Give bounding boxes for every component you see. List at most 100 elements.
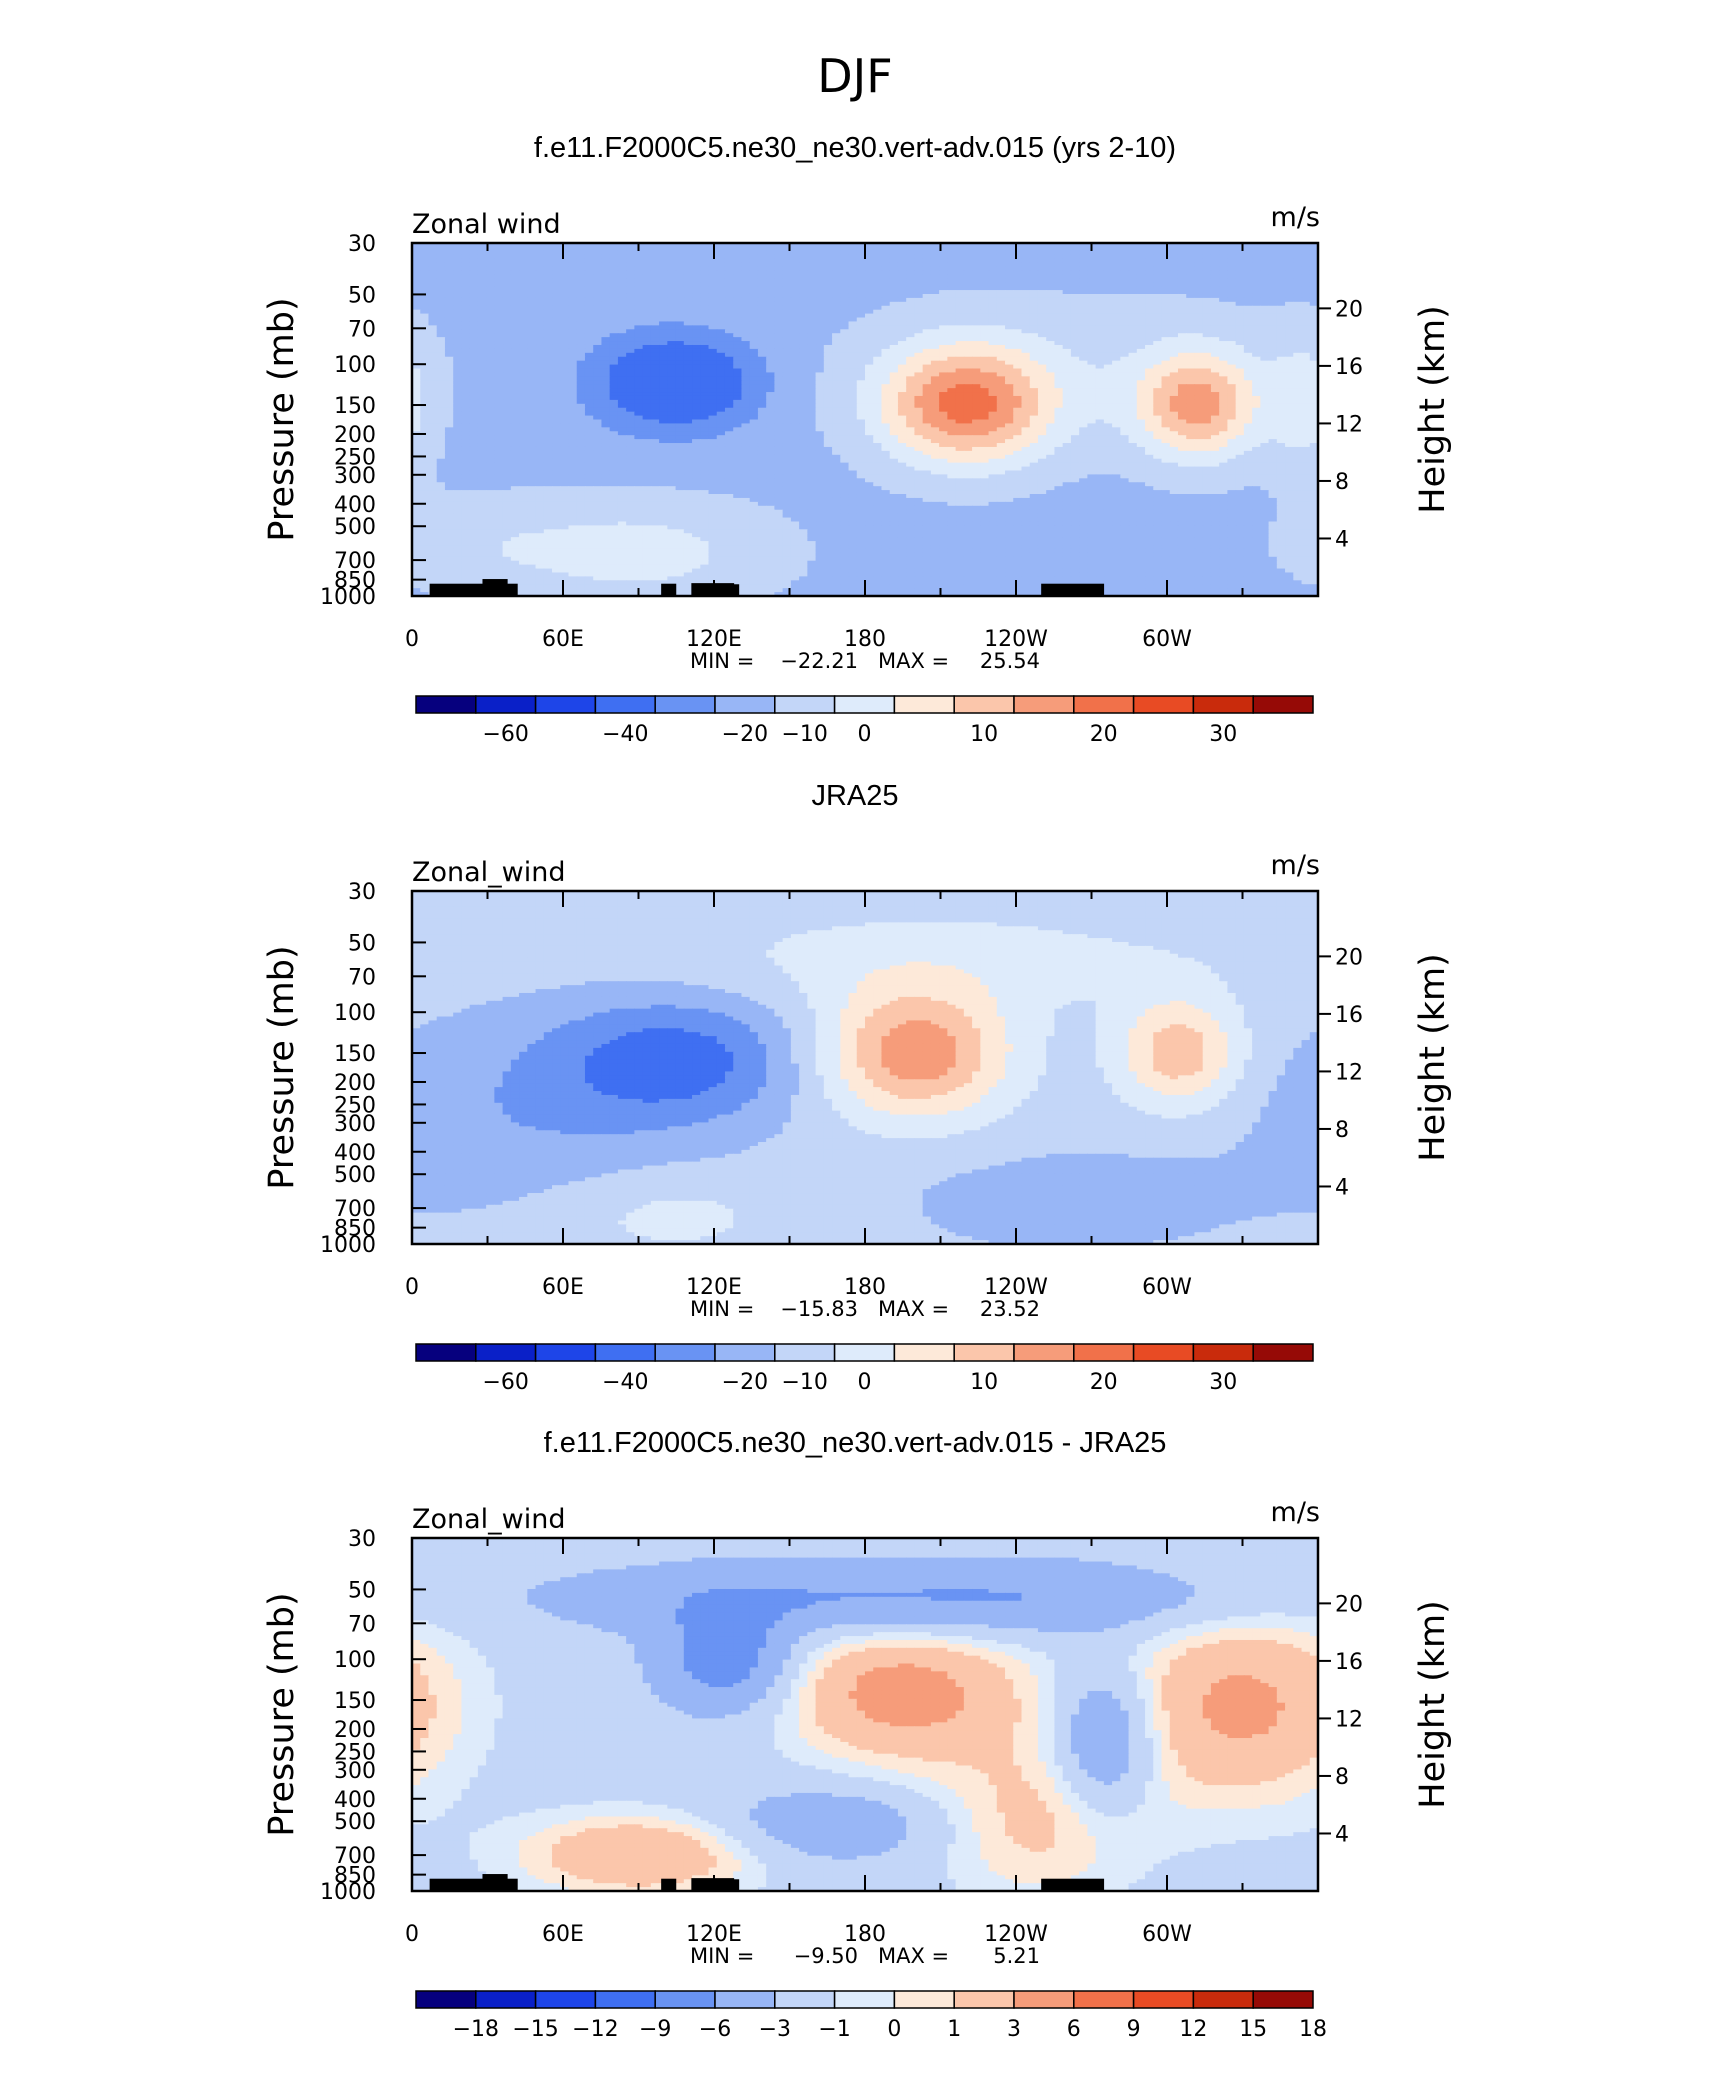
contour-cell — [1112, 270, 1121, 275]
contour-cell — [1235, 246, 1245, 252]
contour-cell — [799, 337, 808, 342]
contour-cell — [947, 368, 957, 374]
contour-cell — [692, 329, 701, 334]
contour-cell — [700, 403, 710, 409]
contour-cell — [914, 293, 924, 299]
contour-cell — [568, 270, 578, 275]
contour-cell — [1136, 333, 1146, 338]
contour-cell — [494, 388, 504, 393]
contour-cell — [1112, 297, 1121, 303]
contour-cell — [1013, 266, 1023, 272]
contour-cell — [889, 274, 899, 279]
contour-cell — [1169, 301, 1179, 307]
contour-cell — [1186, 337, 1196, 342]
contour-cell — [486, 329, 495, 334]
contour-cell — [634, 399, 644, 405]
contour-cell — [601, 290, 611, 295]
contour-cell — [1169, 360, 1179, 366]
contour-cell — [1037, 325, 1047, 330]
contour-cell — [980, 317, 990, 323]
contour-cell — [527, 266, 537, 272]
contour-cell — [799, 246, 808, 252]
contour-cell — [1252, 278, 1261, 283]
contour-cell — [1235, 344, 1245, 350]
contour-cell — [568, 364, 578, 370]
contour-cell — [799, 325, 808, 330]
contour-cell — [1161, 301, 1171, 307]
contour-cell — [428, 407, 438, 413]
contour-cell — [444, 317, 454, 323]
contour-cell — [593, 243, 603, 248]
contour-cell — [757, 250, 767, 256]
contour-cell — [420, 305, 430, 311]
contour-cell — [1112, 403, 1121, 409]
contour-cell — [486, 372, 495, 377]
contour-cell — [502, 325, 512, 330]
contour-cell — [1309, 282, 1319, 287]
contour-cell — [848, 384, 858, 389]
contour-cell — [1309, 246, 1319, 252]
contour-cell — [1021, 372, 1031, 377]
contour-cell — [724, 348, 734, 354]
contour-cell — [436, 399, 446, 405]
contour-cell — [683, 372, 693, 377]
contour-cell — [1260, 293, 1270, 299]
contour-cell — [527, 286, 537, 291]
contour-cell — [865, 415, 874, 421]
contour-cell — [790, 403, 800, 409]
contour-cell — [1243, 415, 1253, 421]
contour-cell — [552, 266, 561, 272]
contour-cell — [1293, 286, 1303, 291]
contour-cell — [782, 293, 792, 299]
contour-cell — [1210, 356, 1220, 362]
contour-cell — [1202, 372, 1212, 377]
contour-cell — [527, 348, 537, 354]
contour-cell — [584, 344, 594, 350]
contour-cell — [914, 297, 924, 303]
contour-cell — [1227, 274, 1237, 279]
contour-cell — [692, 419, 701, 425]
contour-cell — [527, 243, 537, 248]
contour-cell — [412, 360, 421, 366]
contour-cell — [1219, 317, 1228, 323]
contour-cell — [1260, 325, 1270, 330]
contour-cell — [774, 301, 784, 307]
contour-cell — [634, 411, 644, 417]
contour-cell — [502, 286, 512, 291]
contour-cell — [1243, 305, 1253, 311]
contour-cell — [444, 403, 454, 409]
contour-cell — [1276, 411, 1286, 417]
contour-cell — [560, 341, 570, 346]
contour-cell — [1169, 282, 1179, 287]
contour-cell — [782, 321, 792, 326]
contour-cell — [1276, 282, 1286, 287]
contour-cell — [527, 372, 537, 377]
contour-cell — [865, 356, 874, 362]
contour-cell — [1029, 341, 1039, 346]
contour-cell — [848, 364, 858, 370]
contour-cell — [568, 290, 578, 295]
contour-cell — [477, 399, 487, 405]
contour-cell — [724, 262, 734, 268]
contour-cell — [444, 270, 454, 275]
contour-cell — [815, 384, 825, 389]
contour-cell — [1161, 297, 1171, 303]
contour-cell — [584, 293, 594, 299]
contour-cell — [823, 250, 833, 256]
contour-cell — [1128, 262, 1138, 268]
contour-cell — [1243, 286, 1253, 291]
contour-cell — [1301, 341, 1311, 346]
contour-cell — [576, 419, 586, 425]
contour-cell — [1062, 309, 1072, 315]
contour-cell — [642, 325, 652, 330]
contour-cell — [1103, 282, 1113, 287]
contour-cell — [741, 243, 751, 248]
contour-cell — [922, 372, 932, 377]
contour-cell — [1046, 317, 1056, 323]
contour-cell — [1013, 262, 1023, 268]
contour-cell — [963, 317, 973, 323]
contour-cell — [716, 282, 726, 287]
contour-cell — [823, 293, 833, 299]
contour-cell — [502, 364, 512, 370]
contour-cell — [510, 321, 520, 326]
